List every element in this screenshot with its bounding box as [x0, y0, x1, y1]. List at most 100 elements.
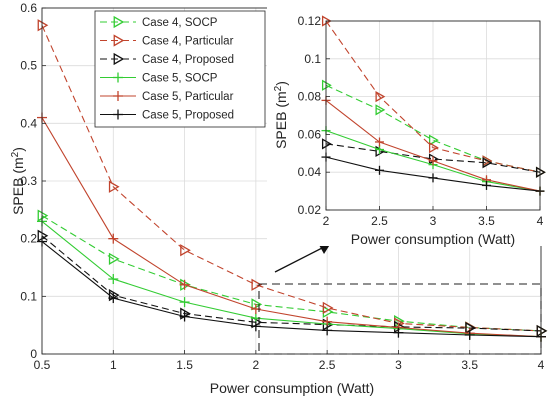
inset-case-4-proposed-point-4 — [535, 166, 546, 178]
main-series-group — [37, 19, 548, 342]
legend-entry-case-4-particular: Case 4, Particular — [100, 34, 234, 48]
inset-series-group — [321, 15, 546, 196]
inset-case-4-particular-point-2 — [428, 142, 439, 154]
legend-label: Case 5, Particular — [142, 91, 234, 103]
inset-ytick-label-3: 0.08 — [298, 90, 322, 104]
legend-entry-case-5-proposed: Case 5, Proposed — [100, 109, 234, 122]
inset-case-4-socp-point-0 — [321, 79, 332, 91]
legend-swatch-marker — [113, 15, 125, 29]
inset-xtick-label-1: 2.5 — [371, 214, 388, 228]
main-case-4-particular-point-0 — [37, 19, 49, 32]
inset-case-5-proposed-point-1 — [375, 165, 384, 175]
inset-case-4-particular-point-1 — [375, 90, 386, 103]
inset-xtick-label-0: 2 — [323, 214, 330, 228]
legend-label: Case 4, Particular — [142, 36, 234, 48]
legend-items: Case 4, SOCP Case 4, Particular Case 4, Pr… — [100, 15, 234, 122]
inset-y-axis-label: SPEB (m2) — [273, 81, 289, 149]
legend-entry-case-5-particular: Case 5, Particular — [100, 91, 234, 103]
zoom-region-box — [258, 283, 542, 355]
inset-case-5-particular-point-2 — [428, 156, 438, 166]
main-case-5-proposed-point-5 — [393, 327, 404, 338]
main-case-5-socp-line — [41, 220, 542, 338]
main-case-5-socp-point-1 — [108, 274, 119, 285]
main-case-5-proposed-point-4 — [322, 325, 333, 336]
main-case-4-particular-point-3 — [251, 278, 263, 291]
main-ytick-label-1: 0.1 — [20, 289, 37, 303]
inset-case-4-proposed-point-3 — [482, 157, 493, 169]
main-case-5-proposed-line — [41, 241, 542, 338]
main-case-5-particular-point-4 — [322, 316, 333, 327]
inset-case-4-socp-line — [325, 84, 541, 173]
main-case-4-socp-point-1 — [108, 252, 120, 265]
main-ytick-label-2: 0.2 — [20, 232, 37, 246]
main-xtick-label-3: 2 — [253, 358, 260, 372]
main-xtick-label-6: 3.5 — [461, 358, 478, 372]
inset-tick-labels: 2 2.5 3 3.5 4 0.02 0.04 0.06 0.08 0.1 0.12 — [298, 14, 544, 228]
legend-swatch-marker — [113, 72, 123, 83]
legend-box — [94, 10, 266, 128]
main-ytick-label-6: 0.6 — [20, 1, 37, 15]
legend-entry-case-4-proposed: Case 4, Proposed — [100, 52, 234, 66]
main-case-4-proposed-line — [41, 235, 542, 332]
inset-ytick-label-5: 0.12 — [298, 14, 322, 28]
main-xtick-label-7: 4 — [538, 358, 545, 372]
inset-case-5-proposed-point-2 — [428, 173, 438, 183]
main-xtick-label-5: 3 — [395, 358, 402, 372]
main-ytick-label-4: 0.4 — [20, 116, 37, 130]
inset-xtick-label-3: 3.5 — [478, 214, 495, 228]
main-case-4-socp-line — [41, 215, 542, 332]
main-xtick-label-1: 1 — [110, 358, 117, 372]
legend-swatch-marker — [113, 91, 123, 101]
main-xtick-label-2: 1.5 — [176, 358, 193, 372]
legend-swatch-marker — [113, 109, 123, 120]
inset-case-4-socp-point-2 — [428, 134, 439, 146]
legend-entry-case-4-socp: Case 4, SOCP — [100, 15, 218, 29]
main-y-axis-label: SPEB (m2) — [10, 147, 26, 215]
inset-xtick-label-2: 3 — [430, 214, 437, 228]
inset-case-5-particular-point-1 — [375, 137, 384, 147]
main-xtick-label-0: 0.5 — [34, 358, 51, 372]
inset-case-4-socp-point-1 — [375, 104, 386, 116]
legend-label: Case 4, Proposed — [142, 54, 234, 66]
inset-case-5-socp-point-1 — [375, 145, 384, 155]
main-case-5-proposed-point-1 — [108, 293, 119, 304]
inset-ytick-label-0: 0.02 — [298, 203, 322, 217]
main-tick-labels: 0.5 1 1.5 2 2.5 3 3.5 4 0 0.1 0.2 0.3 0.4 0.5 0.6 — [20, 1, 544, 372]
main-case-5-particular-line — [41, 117, 542, 338]
main-case-5-socp-point-2 — [179, 297, 190, 308]
inset-ytick-label-1: 0.04 — [298, 165, 322, 179]
main-xtick-label-4: 2.5 — [319, 358, 336, 372]
legend-swatch-marker — [113, 52, 125, 66]
legend: Case 4, SOCP Case 4, Particular Case 4, Pr… — [94, 10, 266, 128]
main-ytick-label-5: 0.5 — [20, 59, 37, 73]
legend-label: Case 5, SOCP — [142, 73, 218, 85]
legend-label: Case 4, SOCP — [142, 17, 218, 29]
inset-ytick-label-2: 0.06 — [298, 127, 322, 141]
main-x-axis-label: Power consumption (Watt) — [210, 380, 374, 396]
main-case-5-proposed-point-6 — [464, 329, 475, 340]
main-ytick-label-0: 0 — [30, 347, 37, 361]
inset-case-4-proposed-point-0 — [321, 138, 332, 150]
main-case-4-particular-point-1 — [108, 180, 120, 193]
main-case-5-proposed-point-3 — [250, 321, 261, 332]
legend-entry-case-5-socp: Case 5, SOCP — [100, 72, 218, 85]
zoom-arrow-shaft — [274, 245, 327, 273]
legend-label: Case 5, Proposed — [142, 110, 234, 122]
inset-case-4-particular-line — [325, 20, 541, 173]
inset-axes: 2 2.5 3 3.5 4 0.02 0.04 0.06 0.08 0.1 0.12 Power c… — [267, 6, 546, 247]
inset-x-axis-label: Power consumption (Watt) — [351, 231, 515, 247]
main-case-4-particular-point-4 — [322, 301, 334, 314]
main-case-4-particular-line — [41, 25, 542, 332]
main-case-5-proposed-point-2 — [179, 311, 190, 322]
inset-case-4-proposed-line — [325, 143, 541, 173]
main-ytick-label-3: 0.3 — [20, 174, 37, 188]
inset-xtick-label-4: 4 — [537, 214, 544, 228]
inset-case-4-particular-point-0 — [321, 15, 332, 27]
inset-ytick-label-4: 0.1 — [304, 52, 321, 66]
inset-case-5-proposed-point-3 — [482, 180, 491, 190]
main-case-5-particular-point-1 — [108, 233, 119, 244]
main-case-4-particular-point-2 — [180, 244, 191, 257]
main-case-5-particular-point-2 — [179, 279, 190, 290]
legend-swatch-marker — [113, 34, 125, 47]
